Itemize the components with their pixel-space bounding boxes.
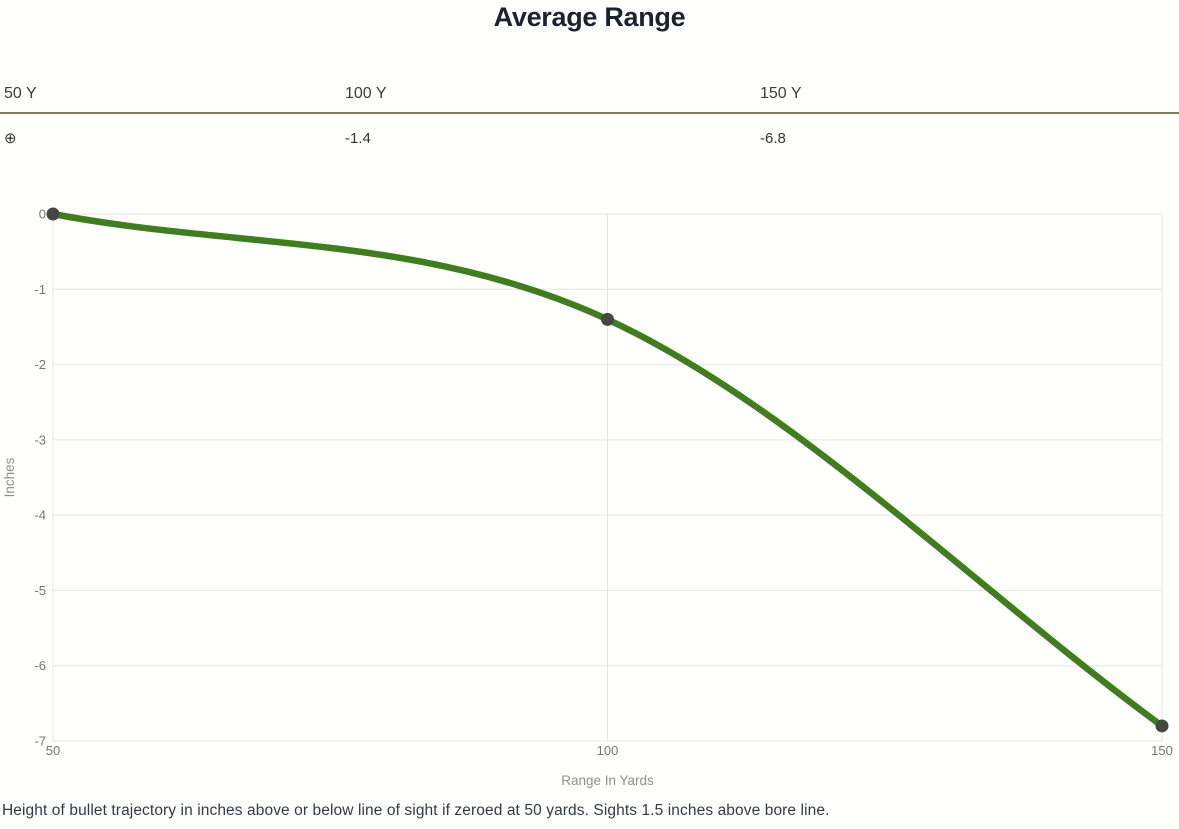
data-point	[1155, 719, 1169, 733]
summary-header-150y: 150 Y	[760, 85, 802, 102]
x-tick-label: 100	[597, 743, 619, 758]
y-tick-label: -5	[34, 583, 46, 598]
summary-value-row: ⊕ -1.4 -6.8	[0, 114, 1179, 147]
y-tick-label: -3	[34, 432, 46, 447]
summary-value-150y: -6.8	[760, 130, 786, 147]
y-tick-label: -6	[34, 658, 46, 673]
chart-caption: Height of bullet trajectory in inches ab…	[2, 802, 830, 819]
trajectory-chart: 0 -1 -2 -3 -4 -5 -6 -7 50 100 150 Range In Yards Inc…	[0, 147, 1179, 795]
y-tick-label: -2	[34, 357, 46, 372]
y-tick-label: -7	[34, 734, 46, 749]
zero-point-symbol: ⊕	[4, 130, 17, 147]
summary-header-row: 50 Y 100 Y 150 Y	[0, 84, 1179, 114]
y-tick-label: -1	[34, 282, 46, 297]
x-tick-label: 150	[1151, 743, 1173, 758]
data-point	[46, 207, 60, 221]
y-tick-label: 0	[39, 207, 46, 222]
data-point	[601, 312, 614, 326]
trajectory-chart-svg: 0 -1 -2 -3 -4 -5 -6 -750 100 150 Range In Yards Inc…	[2, 207, 1173, 789]
page-title: Average Range	[493, 2, 686, 32]
x-axis-title: Range In Yards	[561, 773, 654, 788]
y-axis-title: Inches	[2, 457, 17, 497]
summary-header-50y: 50 Y	[4, 85, 37, 102]
y-tick-label: -4	[34, 508, 46, 523]
summary-value-100y: -1.4	[345, 130, 371, 147]
range-summary-table: 50 Y 100 Y 150 Y ⊕ -1.4 -6.8	[0, 84, 1179, 147]
x-tick-label: 50	[46, 743, 60, 758]
summary-header-100y: 100 Y	[345, 85, 387, 102]
